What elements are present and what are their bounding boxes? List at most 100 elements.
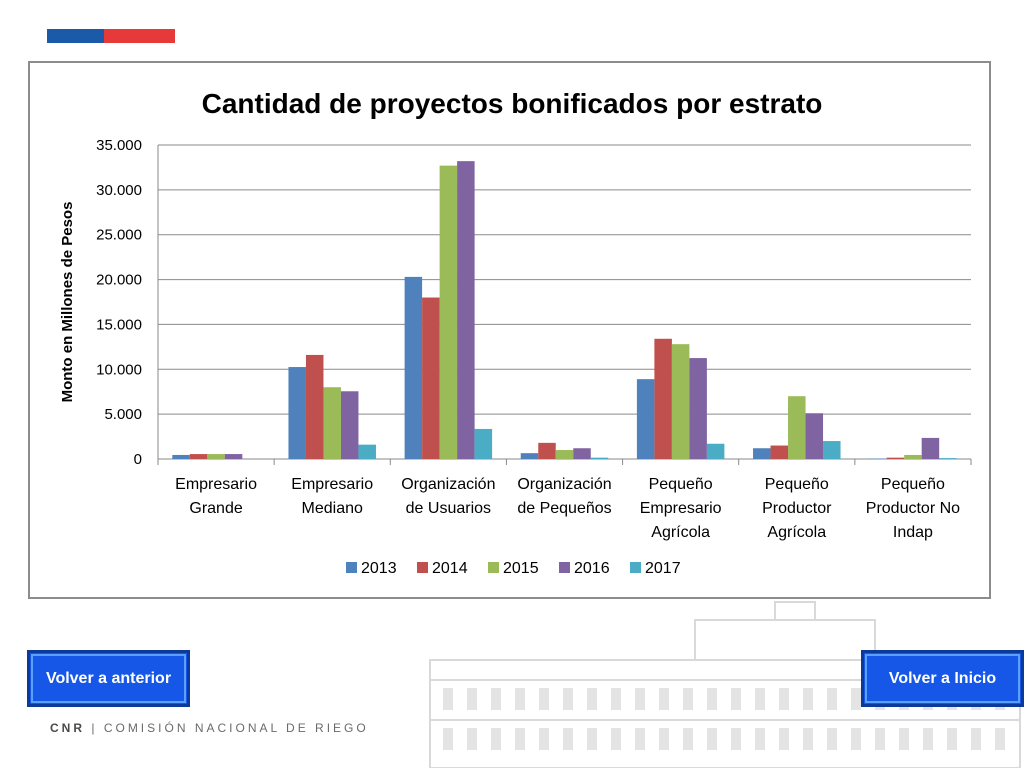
building-window (851, 728, 861, 750)
bar-2017 (590, 457, 609, 459)
bar-2017 (823, 441, 841, 459)
footer-org-name: COMISIÓN NACIONAL DE RIEGO (103, 721, 369, 735)
bar-2015 (207, 454, 225, 459)
bar-2017 (358, 444, 376, 459)
bar-2016 (573, 448, 591, 459)
building-window (515, 728, 525, 750)
bar-2015 (671, 344, 690, 459)
building-window (563, 728, 573, 750)
building-window (539, 688, 549, 710)
building-window (539, 728, 549, 750)
building-window (923, 728, 933, 750)
legend-label-2017: 2017 (645, 560, 681, 577)
building-window (803, 728, 813, 750)
building-window (731, 728, 741, 750)
y-tick-label: 35.000 (96, 137, 142, 154)
building-window (467, 728, 477, 750)
x-category-label: Pequeño (649, 476, 713, 493)
building-window (779, 688, 789, 710)
bar-2016 (921, 437, 940, 459)
x-category-label: Agrícola (767, 524, 826, 541)
building-window (491, 728, 501, 750)
bar-2014 (422, 297, 440, 459)
x-category-label: de Pequeños (517, 500, 611, 517)
bar-2017 (474, 428, 493, 459)
building-window (971, 728, 981, 750)
building-window (947, 728, 957, 750)
bar-2015 (439, 165, 458, 459)
building-window (827, 728, 837, 750)
building-window (635, 688, 645, 710)
legend-swatch-2017 (630, 562, 641, 573)
bar-2014 (886, 457, 905, 459)
building-window (587, 728, 597, 750)
building-window (851, 688, 861, 710)
building-window (611, 688, 621, 710)
building-window (587, 688, 597, 710)
x-category-label: de Usuarios (406, 500, 491, 517)
bar-2015 (555, 450, 574, 459)
building-window (443, 728, 453, 750)
x-category-label: Pequeño (881, 476, 945, 493)
building-window (707, 688, 717, 710)
bar-2016 (224, 454, 243, 459)
y-tick-label: 0 (134, 451, 142, 468)
building-window (731, 688, 741, 710)
building-window (899, 728, 909, 750)
bar-2015 (904, 454, 922, 459)
legend-swatch-2016 (559, 562, 570, 573)
x-category-label: Empresario (175, 476, 257, 493)
building-window (827, 688, 837, 710)
bar-2016 (457, 161, 475, 460)
bar-2017 (706, 443, 725, 459)
legend-swatch-2015 (488, 562, 499, 573)
building-window (803, 688, 813, 710)
bar-2014 (538, 442, 556, 459)
chart-title: Cantidad de proyectos bonificados por es… (202, 88, 823, 119)
bar-2015 (788, 396, 806, 459)
y-tick-label: 15.000 (96, 316, 142, 333)
brand-flag-bar (47, 29, 175, 43)
legend-label-2016: 2016 (574, 560, 610, 577)
y-tick-label: 20.000 (96, 272, 142, 289)
building-window (683, 728, 693, 750)
legend-label-2013: 2013 (361, 560, 397, 577)
building-window (443, 688, 453, 710)
y-tick-label: 10.000 (96, 361, 142, 378)
home-button[interactable]: Volver a Inicio (861, 650, 1024, 707)
building-window (491, 688, 501, 710)
building-window (635, 728, 645, 750)
bar-2013 (520, 453, 539, 459)
building-window (659, 728, 669, 750)
flag-red-segment (104, 29, 175, 43)
building-window (659, 688, 669, 710)
bar-2014 (305, 354, 324, 459)
building-window (515, 688, 525, 710)
building-window (467, 688, 477, 710)
y-tick-label: 30.000 (96, 182, 142, 199)
x-category-label: Empresario (291, 476, 373, 493)
building-window (755, 728, 765, 750)
bar-2017 (939, 458, 957, 459)
x-category-label: Productor No (866, 500, 960, 517)
back-button[interactable]: Volver a anterior (27, 650, 190, 707)
building-window (611, 728, 621, 750)
legend-label-2014: 2014 (432, 560, 468, 577)
x-category-label: Productor (762, 500, 832, 517)
bar-2016 (805, 413, 824, 459)
bar-2014 (189, 454, 208, 459)
footer: CNR | COMISIÓN NACIONAL DE RIEGO (50, 721, 369, 735)
x-category-label: Empresario (640, 500, 722, 517)
building-window (683, 688, 693, 710)
flag-blue-segment (47, 29, 104, 43)
y-tick-label: 25.000 (96, 227, 142, 244)
legend-swatch-2013 (346, 562, 357, 573)
x-category-label: Agrícola (651, 524, 710, 541)
bar-chart: Cantidad de proyectos bonificados por es… (59, 88, 972, 577)
bar-2015 (323, 387, 341, 459)
building-window (563, 688, 573, 710)
bar-2016 (340, 391, 359, 459)
bar-2013 (636, 379, 655, 459)
y-tick-label: 5.000 (104, 406, 142, 423)
x-category-label: Grande (189, 500, 242, 517)
